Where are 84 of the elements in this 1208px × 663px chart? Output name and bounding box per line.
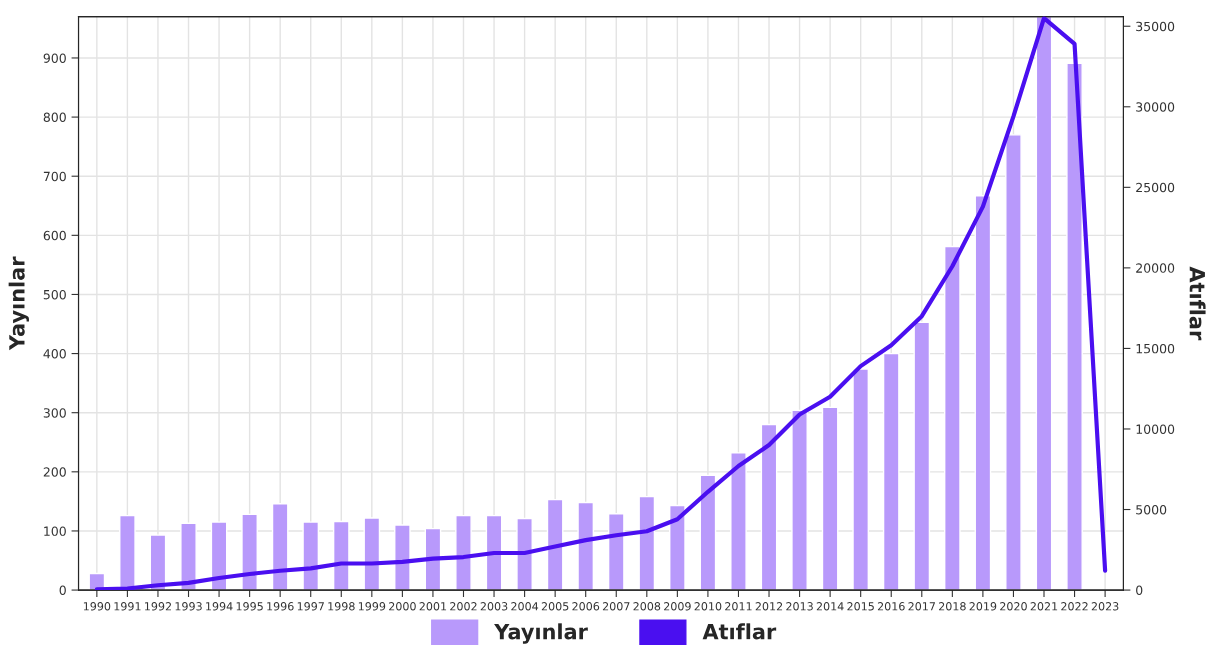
bar <box>882 352 900 591</box>
x-tick-label: 1996 <box>267 602 294 611</box>
bar <box>394 524 411 591</box>
bar <box>607 513 625 591</box>
x-tick-label: 2005 <box>541 602 569 611</box>
x-tick-label: 2009 <box>664 602 691 611</box>
y-axis-title: Yayınlar <box>8 256 29 351</box>
x-tick-label: 2000 <box>389 602 416 611</box>
bar <box>332 520 350 591</box>
bar <box>1066 62 1083 591</box>
x-tick-label: 1991 <box>114 602 141 611</box>
y-tick-label: 700 <box>43 171 66 182</box>
bar <box>974 195 992 591</box>
x-tick-label: 2004 <box>511 602 539 611</box>
x-tick-label: 2019 <box>969 602 997 611</box>
y-tick-label: 300 <box>43 408 66 418</box>
x-tick-label: 1997 <box>297 602 324 611</box>
x-tick-label: 2020 <box>1000 602 1027 611</box>
bar <box>699 474 717 591</box>
x-tick-label: 1990 <box>83 602 111 611</box>
bar <box>180 522 197 591</box>
x-tick-label: 2008 <box>633 602 661 611</box>
y2-tick-label: 0 <box>1136 585 1143 595</box>
y2-tick-label: 35000 <box>1136 21 1175 32</box>
bar <box>1005 134 1022 591</box>
x-tick-label: 2016 <box>877 602 905 611</box>
y2-tick-label: 5000 <box>1136 504 1167 515</box>
y-tick-label: 900 <box>43 53 66 63</box>
bar <box>455 514 472 591</box>
bar <box>516 517 533 591</box>
x-tick-label: 2014 <box>816 602 844 611</box>
x-tick-label: 1992 <box>145 602 171 611</box>
x-tick-label: 1998 <box>328 602 355 611</box>
bar <box>913 321 931 591</box>
y-tick-label: 400 <box>43 349 66 359</box>
legend-label: Yayınlar <box>494 623 588 644</box>
bar <box>1035 16 1053 591</box>
bar <box>546 498 564 591</box>
bar <box>821 406 839 591</box>
y-tick-label: 800 <box>43 112 66 123</box>
x-tick-label: 2013 <box>786 602 813 611</box>
x-tick-label: 2017 <box>908 602 935 611</box>
bar <box>730 452 747 591</box>
bar <box>241 513 258 591</box>
y-tick-label: 600 <box>43 230 66 241</box>
x-tick-label: 2023 <box>1091 602 1119 611</box>
x-tick-label: 2010 <box>694 602 722 611</box>
bar <box>852 368 870 591</box>
x-tick-label: 2018 <box>939 602 966 611</box>
x-tick-label: 1995 <box>236 602 263 611</box>
y-tick-label: 200 <box>43 467 66 477</box>
y-tick-label: 500 <box>43 289 66 300</box>
bar <box>669 504 686 591</box>
bar <box>944 245 961 591</box>
bar <box>302 521 320 591</box>
x-tick-label: 2003 <box>480 602 508 611</box>
y2-tick-label: 30000 <box>1136 102 1175 112</box>
y2-axis-title: Atıflar <box>1189 266 1206 341</box>
bar <box>760 423 778 591</box>
y2-tick-label: 20000 <box>1136 263 1175 273</box>
x-tick-label: 2006 <box>572 602 600 611</box>
y2-tick-label: 10000 <box>1136 424 1175 434</box>
bar <box>363 517 381 591</box>
x-tick-label: 2007 <box>602 602 630 611</box>
legend-label: Atıflar <box>702 623 777 640</box>
y2-tick-label: 15000 <box>1136 343 1175 354</box>
x-tick-label: 2015 <box>847 602 874 611</box>
x-tick-label: 1993 <box>175 602 202 611</box>
x-tick-label: 2012 <box>755 602 783 611</box>
line-series <box>94 16 1108 591</box>
x-tick-label: 2001 <box>419 602 447 611</box>
x-tick-label: 2011 <box>725 602 752 611</box>
bar <box>271 503 289 591</box>
x-tick-label: 2022 <box>1061 602 1088 611</box>
y2-tick-label: 25000 <box>1136 182 1175 193</box>
bar <box>791 409 808 591</box>
x-tick-label: 2021 <box>1030 602 1058 611</box>
bar <box>638 495 656 591</box>
x-tick-label: 1999 <box>358 602 386 611</box>
bar <box>577 501 595 591</box>
y-tick-label: 0 <box>59 585 66 595</box>
x-tick-label: 2002 <box>450 602 477 611</box>
y-tick-label: 100 <box>44 526 66 536</box>
x-tick-label: 1994 <box>206 602 233 611</box>
